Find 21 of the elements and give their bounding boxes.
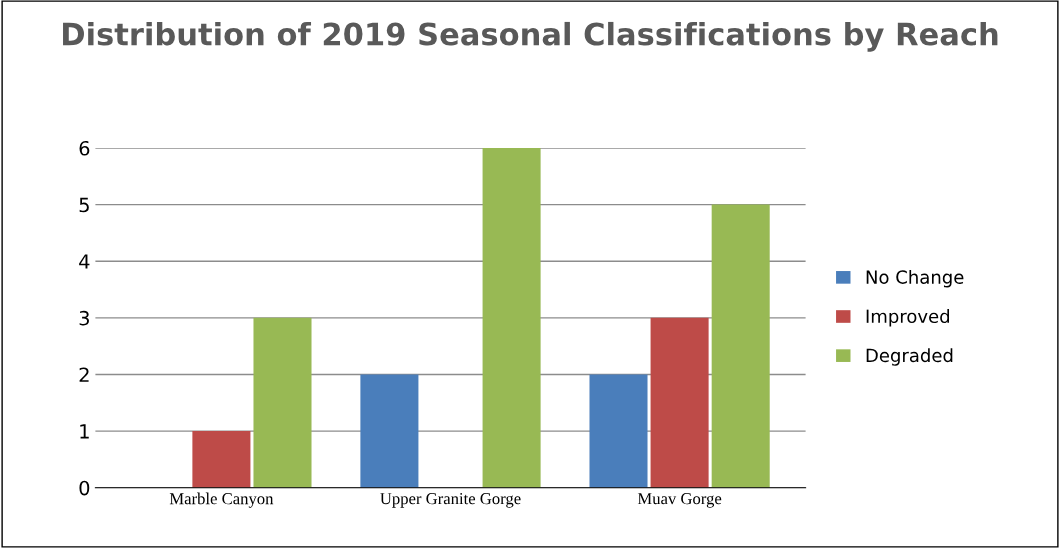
y-tick-label: 0	[79, 480, 90, 496]
bar	[482, 147, 541, 488]
bar	[589, 374, 648, 488]
y-tick-label: 1	[80, 424, 89, 439]
x-tick-label: Marble Canyon	[169, 492, 274, 508]
bar	[253, 317, 312, 488]
x-tick-label: Muav Gorge	[637, 493, 722, 508]
chart-title: Distribution of 2019 Seasonal Classifications by Reach	[63, 21, 998, 52]
x-tick-label: Upper Granite Gorge	[380, 493, 521, 508]
y-tick-label: 4	[79, 254, 90, 269]
y-tick-label: 6	[79, 140, 90, 156]
legend-label: No Change	[866, 269, 964, 288]
y-tick-label: 5	[79, 197, 89, 213]
y-tick-label: 3	[79, 310, 89, 326]
y-tick-label: 2	[79, 367, 89, 382]
bar	[360, 374, 419, 488]
bar	[192, 431, 251, 488]
legend-label: Degraded	[866, 348, 953, 366]
bar	[711, 204, 770, 488]
bar	[650, 317, 709, 488]
legend-label: Improved	[866, 309, 949, 327]
